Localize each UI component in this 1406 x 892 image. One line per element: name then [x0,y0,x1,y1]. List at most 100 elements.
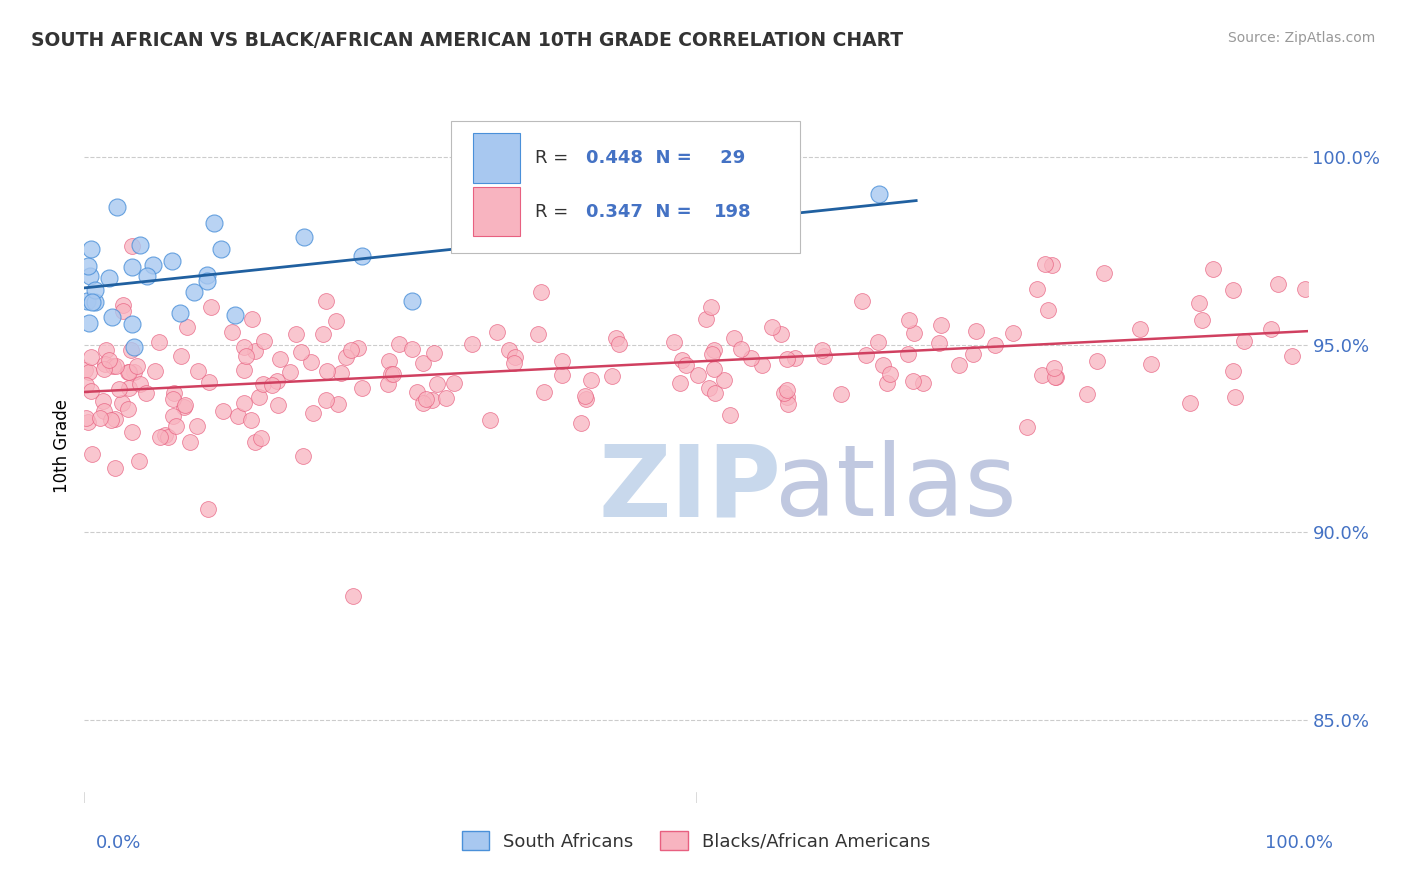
Point [209,242,232,256]
Point [965,324,987,338]
Point [294,230,316,244]
Point [751,358,773,372]
Point [422,346,444,360]
Point [1031,368,1053,383]
Text: ZIP: ZIP [598,441,780,537]
Point [811,343,834,358]
FancyBboxPatch shape [451,121,800,253]
Point [675,358,697,372]
Point [1001,326,1024,340]
Point [80,447,103,461]
Point [128,376,150,391]
Point [879,367,901,381]
Point [250,432,273,446]
Point [505,350,527,364]
Point [112,304,135,318]
Point [1267,277,1289,291]
Point [77,316,100,330]
Point [312,326,335,341]
Point [98,353,121,368]
Point [97,270,120,285]
Point [876,376,898,390]
Point [162,392,184,406]
Point [761,320,783,334]
Point [669,376,692,391]
Point [195,274,218,288]
Point [120,343,142,358]
Point [1178,396,1201,410]
Point [77,259,100,273]
Point [695,312,717,326]
Point [93,357,115,371]
Point [103,412,125,426]
Point [149,429,172,443]
Point [1043,370,1066,384]
Point [326,396,349,410]
Point [174,398,197,412]
Point [117,365,139,379]
Point [697,381,720,395]
Point [118,381,141,395]
Point [233,340,256,354]
Text: 29: 29 [714,149,745,167]
Point [165,418,187,433]
Point [162,409,184,423]
Point [75,378,97,392]
Point [117,402,139,417]
Point [377,377,399,392]
Point [901,374,924,388]
Point [485,325,508,339]
Point [1076,386,1098,401]
Point [93,394,115,409]
Point [1092,266,1115,280]
Point [96,343,118,357]
Point [401,343,423,357]
Point [195,268,218,282]
Point [73,363,96,377]
Point [1040,258,1063,272]
Point [420,392,443,407]
Point [127,359,149,374]
Point [93,361,115,376]
Point [186,419,208,434]
Point [221,325,243,339]
Point [269,351,291,366]
Point [813,349,835,363]
Point [503,356,526,370]
Point [700,300,723,314]
Point [704,386,727,401]
Point [1222,364,1244,378]
Point [1191,313,1213,327]
Text: R =: R = [534,202,574,220]
Point [104,461,127,475]
Point [352,381,374,395]
Point [730,343,752,357]
Point [1281,349,1303,363]
Point [160,253,183,268]
Point [112,297,135,311]
Point [378,354,401,368]
Point [315,294,337,309]
FancyBboxPatch shape [474,133,520,183]
Point [984,338,1007,352]
Text: R =: R = [534,149,574,167]
Point [1025,282,1047,296]
Point [316,364,339,378]
Point [111,396,134,410]
Point [243,343,266,358]
Point [1260,322,1282,336]
Point [1233,334,1256,348]
Text: Source: ZipAtlas.com: Source: ZipAtlas.com [1227,31,1375,45]
Point [415,392,437,406]
Point [79,268,101,283]
Point [75,410,97,425]
Point [703,361,725,376]
Point [107,382,129,396]
Point [962,347,984,361]
Point [122,340,145,354]
Point [1129,321,1152,335]
Point [240,311,263,326]
Text: 100.0%: 100.0% [1265,834,1333,852]
Point [100,412,122,426]
Point [212,404,235,418]
